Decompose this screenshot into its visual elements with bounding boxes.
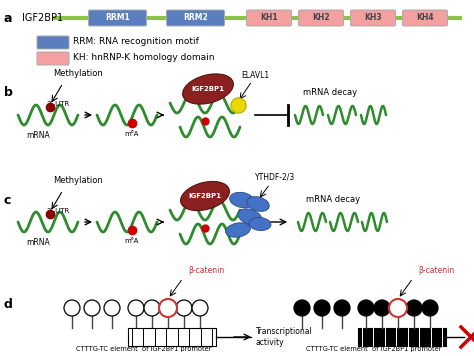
Text: mRNA decay: mRNA decay xyxy=(306,195,360,204)
Text: KH: hnRNP-K homology domain: KH: hnRNP-K homology domain xyxy=(73,53,215,63)
Circle shape xyxy=(192,300,208,316)
Bar xyxy=(358,328,446,346)
FancyBboxPatch shape xyxy=(246,10,292,26)
Ellipse shape xyxy=(229,192,255,208)
Text: m⁶A: m⁶A xyxy=(125,238,139,244)
Circle shape xyxy=(314,300,330,316)
Circle shape xyxy=(64,300,80,316)
Text: Transcriptional
activity: Transcriptional activity xyxy=(256,327,313,347)
Circle shape xyxy=(406,300,422,316)
Text: KH3: KH3 xyxy=(364,14,382,22)
Circle shape xyxy=(176,300,192,316)
Circle shape xyxy=(84,300,100,316)
Text: β-catenin: β-catenin xyxy=(418,266,454,275)
Circle shape xyxy=(128,300,144,316)
Ellipse shape xyxy=(181,182,229,210)
FancyBboxPatch shape xyxy=(37,36,69,49)
Text: KH4: KH4 xyxy=(416,14,434,22)
FancyBboxPatch shape xyxy=(166,10,225,26)
Text: m⁶A: m⁶A xyxy=(125,131,139,137)
Circle shape xyxy=(159,299,177,317)
Circle shape xyxy=(389,299,407,317)
FancyBboxPatch shape xyxy=(299,10,344,26)
Ellipse shape xyxy=(238,209,262,225)
Text: RRM2: RRM2 xyxy=(183,14,208,22)
Ellipse shape xyxy=(249,218,271,231)
Circle shape xyxy=(294,300,310,316)
Circle shape xyxy=(358,300,374,316)
Text: 3’-UTR: 3’-UTR xyxy=(46,101,70,107)
Text: ELAVL1: ELAVL1 xyxy=(241,71,269,80)
Text: IGF2BP1: IGF2BP1 xyxy=(22,13,63,23)
Text: YTHDF-2/3: YTHDF-2/3 xyxy=(255,173,295,182)
Circle shape xyxy=(422,300,438,316)
Text: c: c xyxy=(4,194,11,206)
FancyBboxPatch shape xyxy=(402,10,447,26)
FancyBboxPatch shape xyxy=(89,10,146,26)
Text: KH2: KH2 xyxy=(312,14,330,22)
Text: d: d xyxy=(4,298,13,310)
Text: a: a xyxy=(4,11,12,25)
Bar xyxy=(128,328,216,346)
FancyBboxPatch shape xyxy=(350,10,395,26)
Circle shape xyxy=(104,300,120,316)
Ellipse shape xyxy=(226,223,250,237)
Circle shape xyxy=(334,300,350,316)
Text: Methylation: Methylation xyxy=(53,176,103,185)
Text: IGF2BP1: IGF2BP1 xyxy=(191,86,225,92)
Text: β-catenin: β-catenin xyxy=(188,266,224,275)
Text: Methylation: Methylation xyxy=(53,69,103,78)
Text: RRM1: RRM1 xyxy=(105,14,130,22)
Text: CTTTG-TC element  of IGF2BP1 promoter: CTTTG-TC element of IGF2BP1 promoter xyxy=(76,346,212,352)
Text: mRNA decay: mRNA decay xyxy=(303,88,357,97)
Text: IGF2BP1: IGF2BP1 xyxy=(189,193,221,199)
Circle shape xyxy=(374,300,390,316)
Text: KH1: KH1 xyxy=(260,14,278,22)
Text: 3’-UTR: 3’-UTR xyxy=(46,208,70,214)
Text: mRNA: mRNA xyxy=(26,238,50,247)
Text: RRM: RNA recognition motif: RRM: RNA recognition motif xyxy=(73,37,199,47)
Text: CTTTG-TC element  of IGF2BP1 promoter: CTTTG-TC element of IGF2BP1 promoter xyxy=(306,346,442,352)
Text: b: b xyxy=(4,85,13,99)
FancyBboxPatch shape xyxy=(37,52,69,65)
Text: mRNA: mRNA xyxy=(26,131,50,140)
Circle shape xyxy=(144,300,160,316)
Ellipse shape xyxy=(182,74,233,104)
Ellipse shape xyxy=(247,197,269,211)
